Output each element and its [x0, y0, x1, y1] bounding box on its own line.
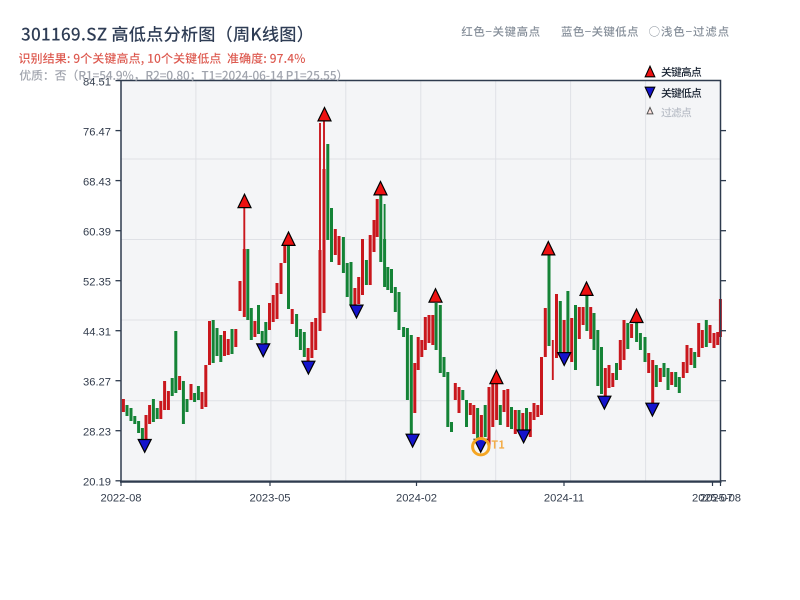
svg-text:44.31: 44.31 [83, 327, 111, 339]
svg-text:60.39: 60.39 [83, 227, 111, 239]
svg-text:2025-07: 2025-07 [692, 492, 733, 504]
svg-text:36.27: 36.27 [83, 377, 111, 389]
svg-text:52.35: 52.35 [83, 277, 111, 289]
svg-text:68.43: 68.43 [83, 177, 111, 189]
svg-text:2022-08: 2022-08 [100, 492, 141, 504]
svg-text:2025-08: 2025-08 [700, 492, 741, 504]
svg-text:28.23: 28.23 [83, 427, 111, 439]
svg-text:2024-02: 2024-02 [396, 492, 437, 504]
svg-text:76.47: 76.47 [83, 127, 111, 139]
svg-text:84.51: 84.51 [83, 76, 111, 88]
svg-text:2024-11: 2024-11 [544, 492, 584, 504]
svg-text:20.19: 20.19 [83, 477, 111, 489]
svg-text:2023-05: 2023-05 [249, 492, 290, 504]
